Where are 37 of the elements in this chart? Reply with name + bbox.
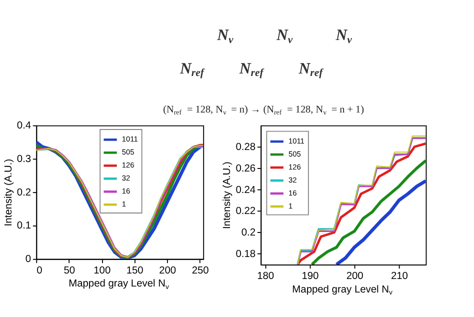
- line-series: [334, 179, 426, 264]
- x-tick-label: 150: [126, 265, 144, 276]
- y-tick-label: 0.1: [16, 220, 32, 232]
- y-tick-label: 0.4: [16, 120, 32, 132]
- y-axis-title: Intensity (A.U.): [222, 162, 234, 230]
- legend-label: 1: [122, 199, 126, 208]
- x-tick-label: 100: [94, 265, 111, 276]
- y-tick-label: 0.28: [236, 142, 256, 153]
- legend-label: 505: [288, 149, 301, 158]
- y-tick-label: 0.3: [16, 154, 32, 165]
- line-series: [310, 159, 426, 264]
- legend-label: 32: [288, 175, 297, 184]
- legend-label: 32: [122, 174, 130, 183]
- x-tick-label: 210: [390, 270, 408, 282]
- y-tick-label: 0.2: [16, 187, 32, 198]
- legend-label: 126: [122, 160, 134, 170]
- y-tick-label: 0.24: [236, 184, 256, 196]
- y-tick-label: 0.2: [241, 228, 256, 239]
- x-tick-label: 200: [346, 270, 364, 282]
- x-tick-label: 0: [36, 265, 43, 276]
- legend-label: 1: [288, 201, 293, 210]
- x-tick-label: 190: [302, 270, 320, 282]
- legend-label: 1011: [122, 134, 138, 144]
- y-tick-label: 0.18: [236, 249, 256, 260]
- y-tick-label: 0.26: [236, 163, 256, 174]
- x-tick-label: 250: [192, 265, 210, 276]
- x-tick-label: 200: [159, 265, 176, 276]
- legend-label: 126: [288, 162, 301, 172]
- legend-label: 16: [122, 186, 130, 196]
- y-tick-label: 0.22: [236, 206, 256, 218]
- x-tick-label: 180: [257, 270, 274, 282]
- y-axis-title: Intensity (A.U.): [3, 158, 14, 226]
- legend-label: 16: [288, 188, 297, 198]
- x-tick-label: 50: [64, 265, 76, 276]
- legend-label: 505: [122, 148, 134, 157]
- y-tick-label: 0: [25, 254, 32, 266]
- legend-label: 1011: [288, 136, 304, 146]
